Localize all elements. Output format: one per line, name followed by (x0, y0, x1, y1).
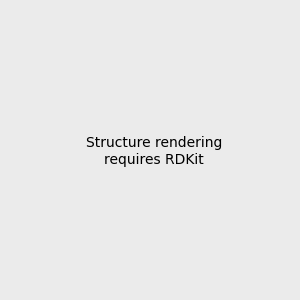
Text: Structure rendering
requires RDKit: Structure rendering requires RDKit (85, 136, 222, 166)
